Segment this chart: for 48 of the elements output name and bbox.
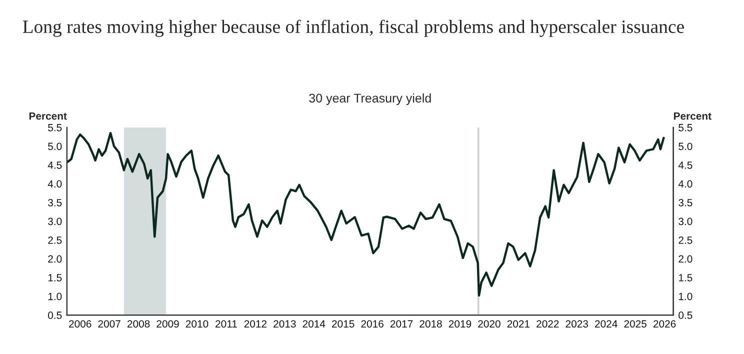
x-tick-label: 2020 [478, 320, 500, 328]
x-tick-label: 2011 [216, 320, 237, 328]
x-tick-label: 2012 [244, 320, 267, 328]
y-tick-label: 1.5 [48, 274, 62, 282]
y2-tick-label: 3.0 [678, 218, 692, 226]
y2-tick-label: 1.5 [678, 274, 692, 282]
x-tick-label: 2024 [595, 320, 618, 328]
y2-tick-label: 5.5 [678, 124, 692, 132]
x-tick-label: 2026 [653, 320, 676, 328]
y-tick-label: 5.0 [48, 142, 62, 150]
y-axis-title: Percent [29, 112, 67, 120]
x-tick-label: 2022 [536, 320, 559, 328]
y2-tick-label: 0.5 [678, 312, 692, 319]
x-tick-label: 2023 [566, 320, 588, 328]
line-series [66, 132, 665, 297]
y-tick-label: 4.0 [48, 180, 62, 188]
x-tick-label: 2018 [420, 320, 442, 328]
y-tick-label: 0.5 [48, 312, 62, 319]
y-tick-label: 2.0 [48, 255, 62, 263]
x-tick-label: 2016 [361, 320, 384, 328]
x-tick-label: 2010 [186, 320, 208, 328]
y2-tick-label: 1.0 [678, 292, 692, 300]
x-tick-label: 2014 [302, 320, 326, 328]
x-tick-label: 2007 [98, 320, 120, 328]
y-tick-label: 3.0 [48, 218, 62, 226]
y-tick-label: 2.5 [48, 236, 62, 244]
chart-title: Long rates moving higher because of inflation, fiscal problems and hyperscaler issuance [22, 20, 684, 37]
y-tick-label: 3.5 [48, 198, 62, 206]
y2-tick-label: 4.5 [678, 162, 692, 169]
chart-subtitle: 30 year Treasury yield [309, 93, 431, 106]
x-tick-label: 2006 [69, 320, 92, 328]
y2-tick-label: 3.5 [678, 198, 692, 206]
y2-axis-title: Percent [674, 112, 712, 120]
x-tick-label: 2019 [448, 320, 472, 328]
y-tick-label: 1.0 [48, 292, 62, 300]
x-tick-label: 2017 [390, 320, 413, 328]
x-tick-label: 2025 [624, 320, 646, 328]
y2-tick-label: 4.0 [678, 180, 692, 188]
y2-tick-label: 5.0 [678, 142, 692, 150]
x-tick-label: 2008 [127, 320, 150, 328]
x-tick-label: 2015 [332, 320, 354, 328]
y2-tick-label: 2.0 [678, 255, 692, 263]
x-tick-label: 2013 [274, 320, 296, 328]
y2-tick-label: 2.5 [678, 236, 692, 244]
y-tick-label: 4.5 [48, 162, 62, 169]
x-tick-label: 2009 [156, 320, 179, 328]
y-tick-label: 5.5 [48, 124, 62, 132]
x-tick-label: 2021 [507, 320, 530, 328]
